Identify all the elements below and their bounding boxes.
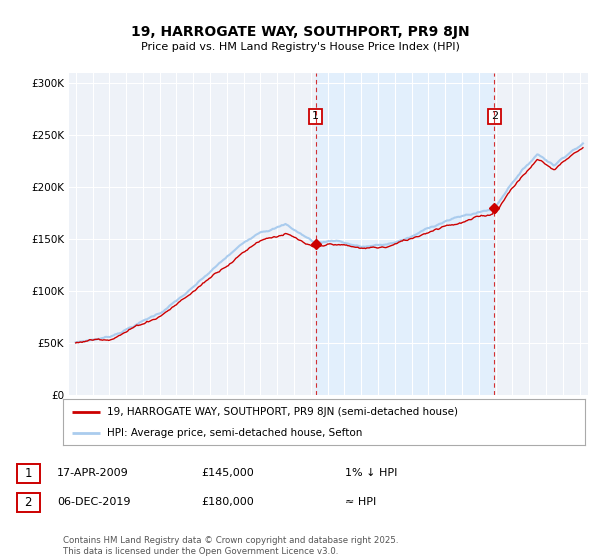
Text: £180,000: £180,000 — [201, 497, 254, 507]
Text: 2: 2 — [25, 496, 32, 509]
Text: 1: 1 — [25, 466, 32, 480]
Text: 19, HARROGATE WAY, SOUTHPORT, PR9 8JN (semi-detached house): 19, HARROGATE WAY, SOUTHPORT, PR9 8JN (s… — [107, 407, 458, 417]
Text: Contains HM Land Registry data © Crown copyright and database right 2025.
This d: Contains HM Land Registry data © Crown c… — [63, 536, 398, 556]
Text: 2: 2 — [491, 111, 498, 122]
Bar — [316, 73, 494, 395]
Text: Price paid vs. HM Land Registry's House Price Index (HPI): Price paid vs. HM Land Registry's House … — [140, 42, 460, 52]
Text: 19, HARROGATE WAY, SOUTHPORT, PR9 8JN: 19, HARROGATE WAY, SOUTHPORT, PR9 8JN — [131, 25, 469, 39]
Text: ≈ HPI: ≈ HPI — [345, 497, 376, 507]
Text: 17-APR-2009: 17-APR-2009 — [57, 468, 129, 478]
Text: HPI: Average price, semi-detached house, Sefton: HPI: Average price, semi-detached house,… — [107, 428, 363, 438]
Text: 1% ↓ HPI: 1% ↓ HPI — [345, 468, 397, 478]
Text: 1: 1 — [312, 111, 319, 122]
Text: 06-DEC-2019: 06-DEC-2019 — [57, 497, 131, 507]
Text: £145,000: £145,000 — [201, 468, 254, 478]
